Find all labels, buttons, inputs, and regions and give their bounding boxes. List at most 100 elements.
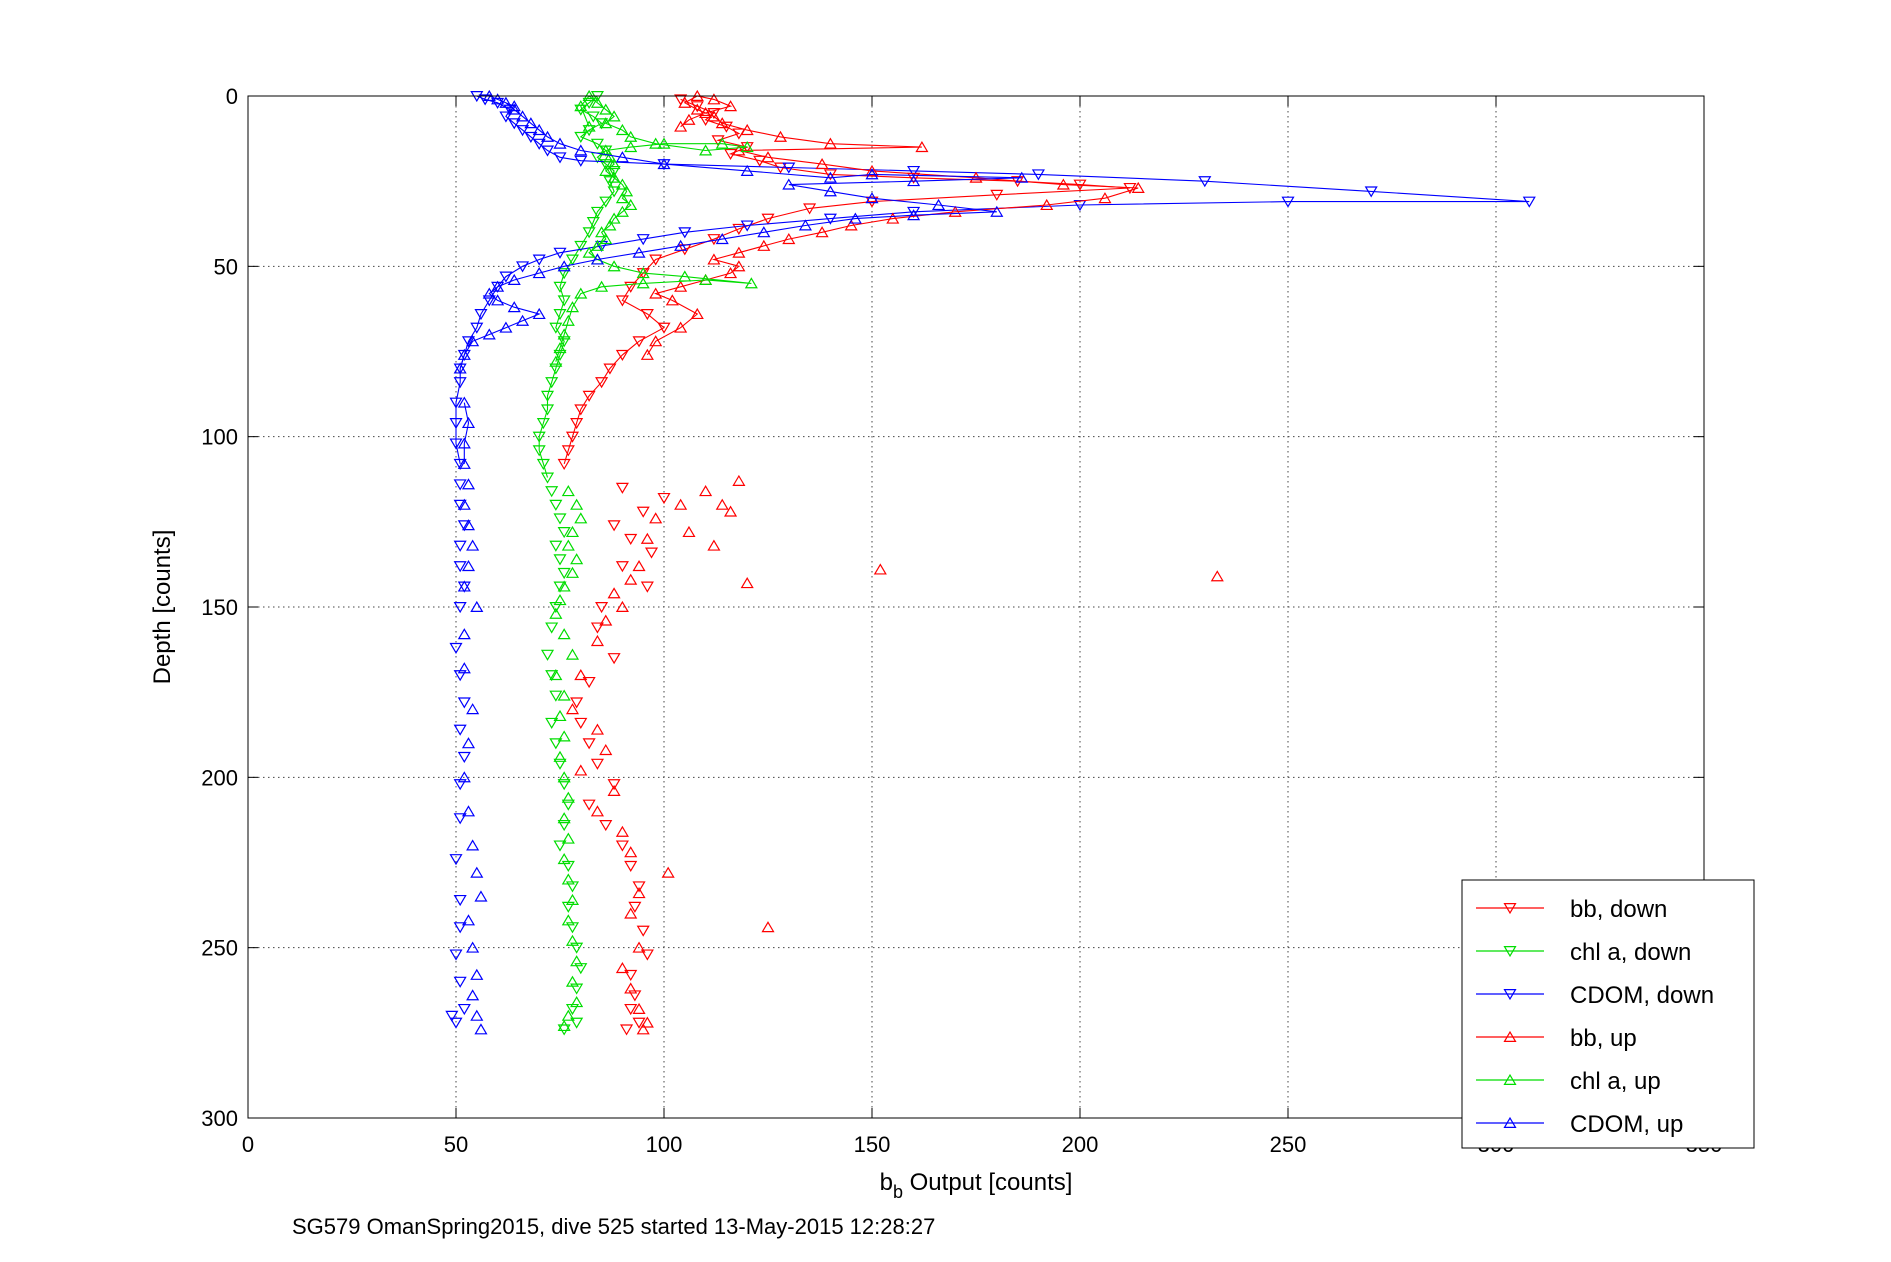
data-point <box>457 662 471 674</box>
data-point <box>453 458 467 471</box>
data-point <box>536 418 550 430</box>
data-point <box>590 239 604 251</box>
data-point <box>707 234 721 246</box>
data-point <box>545 486 559 498</box>
data-point <box>782 232 796 245</box>
data-point <box>561 914 575 926</box>
data-point <box>461 336 476 348</box>
data-point <box>574 155 588 167</box>
data-point <box>1364 186 1378 198</box>
data-point <box>640 348 654 360</box>
data-point <box>624 860 638 873</box>
legend-entry: chl a, down <box>1476 939 1691 966</box>
data-point <box>607 520 621 532</box>
data-point <box>549 738 563 750</box>
data-point <box>540 649 555 661</box>
data-point <box>590 138 604 150</box>
data-point <box>449 1017 463 1029</box>
data-point <box>607 171 621 183</box>
data-point <box>561 799 575 811</box>
y-tick-label: 50 <box>214 254 238 279</box>
data-point <box>798 219 812 231</box>
data-point <box>574 240 588 253</box>
y-tick-label: 150 <box>201 595 238 620</box>
data-point <box>715 232 729 245</box>
data-point <box>590 805 604 817</box>
data-point <box>595 118 609 130</box>
data-point <box>665 294 679 306</box>
legend-entry: bb, down <box>1476 896 1667 923</box>
x-tick-label: 50 <box>444 1132 468 1157</box>
data-point <box>590 96 604 108</box>
data-point <box>557 527 571 539</box>
data-point <box>457 751 471 764</box>
data-point <box>449 418 463 430</box>
data-point <box>636 506 650 518</box>
y-tick-label: 200 <box>201 765 238 790</box>
data-point <box>707 539 721 551</box>
data-point <box>740 140 754 153</box>
data-point <box>561 873 575 885</box>
data-point <box>565 703 580 715</box>
x-tick-label: 150 <box>854 1132 891 1157</box>
data-point <box>607 587 621 599</box>
data-point <box>886 212 900 224</box>
data-point <box>453 724 467 736</box>
data-point <box>715 137 729 149</box>
data-point <box>586 217 600 229</box>
data-point <box>624 1003 638 1016</box>
data-point <box>782 162 796 174</box>
data-point <box>607 165 621 178</box>
data-point <box>453 377 467 389</box>
data-point <box>565 648 580 660</box>
data-point <box>865 196 879 208</box>
data-point <box>553 152 567 164</box>
data-point <box>457 457 471 469</box>
data-point <box>574 404 588 416</box>
data-point <box>516 261 530 273</box>
data-point <box>615 123 629 136</box>
data-point <box>907 206 921 218</box>
data-point <box>561 314 575 326</box>
data-point <box>873 563 887 575</box>
data-point <box>590 758 604 770</box>
data-point <box>932 198 946 211</box>
data-point <box>466 989 480 1001</box>
data-point <box>574 287 588 299</box>
data-point <box>699 273 713 285</box>
data-point <box>599 196 613 208</box>
data-point <box>491 294 505 306</box>
data-point <box>782 178 796 190</box>
data-point <box>507 118 521 130</box>
data-point <box>732 474 746 486</box>
data-point <box>449 854 463 866</box>
data-point <box>707 110 721 122</box>
data-point <box>607 186 621 198</box>
chart-caption: SG579 OmanSpring2015, dive 525 started 1… <box>292 1214 935 1239</box>
data-point <box>624 533 638 546</box>
data-point <box>620 1024 634 1036</box>
data-point <box>1210 570 1224 582</box>
data-point <box>599 614 613 626</box>
data-point <box>453 976 467 988</box>
data-point <box>553 581 567 593</box>
data-point <box>757 226 771 238</box>
legend-entry: bb, up <box>1476 1025 1637 1052</box>
data-point <box>470 968 484 980</box>
data-point <box>948 205 962 217</box>
data-point <box>690 103 704 115</box>
data-point <box>570 955 584 967</box>
data-point <box>582 799 596 811</box>
data-point <box>599 117 613 129</box>
data-point <box>457 498 471 510</box>
data-point <box>657 157 671 170</box>
data-point <box>553 341 567 354</box>
data-point <box>865 168 879 180</box>
series-1 <box>532 90 621 1036</box>
data-point <box>516 314 530 326</box>
data-point <box>636 234 650 246</box>
data-point <box>649 287 663 299</box>
data-point <box>457 771 471 783</box>
data-point <box>761 213 775 225</box>
data-point <box>761 151 775 163</box>
